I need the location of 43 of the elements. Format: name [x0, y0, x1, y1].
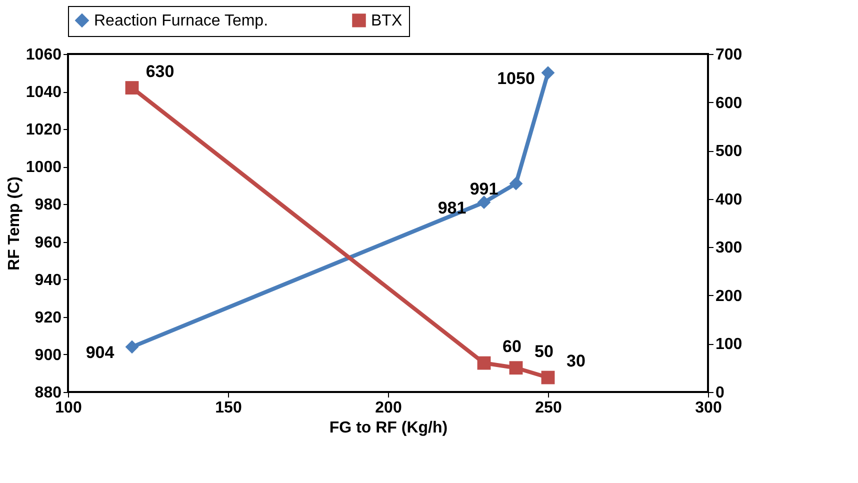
y-tick-label: 1000 [26, 159, 62, 176]
legend-label: Reaction Furnace Temp. [94, 12, 268, 30]
x-axis-title: FG to RF (Kg/h) [329, 420, 448, 436]
data-label: 60 [502, 337, 522, 356]
y-tick-label: 900 [34, 346, 62, 364]
point [477, 356, 491, 370]
y2-tick-label: 300 [716, 240, 742, 257]
data-label: 50 [534, 342, 554, 361]
point [541, 66, 555, 80]
y-tick-label: 920 [34, 309, 62, 326]
point [509, 176, 523, 190]
x-tick-label: 300 [695, 400, 722, 416]
point [541, 370, 555, 384]
y2-tick-label: 700 [716, 46, 742, 64]
x-tick-label: 150 [215, 400, 242, 416]
y-tick-label: 1040 [26, 84, 62, 102]
y-tick-label: 1020 [26, 122, 62, 139]
y2-tick-label: 100 [716, 336, 742, 354]
y2-tick-label: 200 [716, 288, 742, 305]
y-tick-label: 980 [34, 196, 62, 214]
data-label: 981 [438, 198, 466, 218]
y-tick-label: 880 [34, 384, 62, 402]
y-tick-label: 940 [34, 272, 62, 289]
y-tick-label: 1060 [26, 46, 62, 64]
data-label: 904 [86, 342, 115, 362]
y2-tick-label: 600 [716, 94, 742, 112]
data-label: 991 [470, 180, 498, 199]
point [125, 81, 139, 95]
x-tick-label: 250 [535, 400, 562, 416]
point [509, 361, 523, 375]
y-tick-label: 960 [34, 234, 62, 252]
legend-label: BTX [371, 12, 402, 30]
y-axis-title: RF Temp (C) [6, 176, 23, 270]
point [125, 340, 139, 354]
data-label: 1050 [497, 68, 535, 88]
data-label: 630 [146, 62, 174, 81]
y2-tick-label: 400 [716, 191, 742, 208]
data-label: 30 [566, 352, 586, 371]
x-tick-label: 100 [55, 400, 82, 416]
point [477, 196, 491, 210]
x-tick-label: 200 [375, 400, 402, 416]
y2-tick-label: 0 [716, 384, 724, 402]
y2-tick-label: 500 [716, 143, 742, 160]
